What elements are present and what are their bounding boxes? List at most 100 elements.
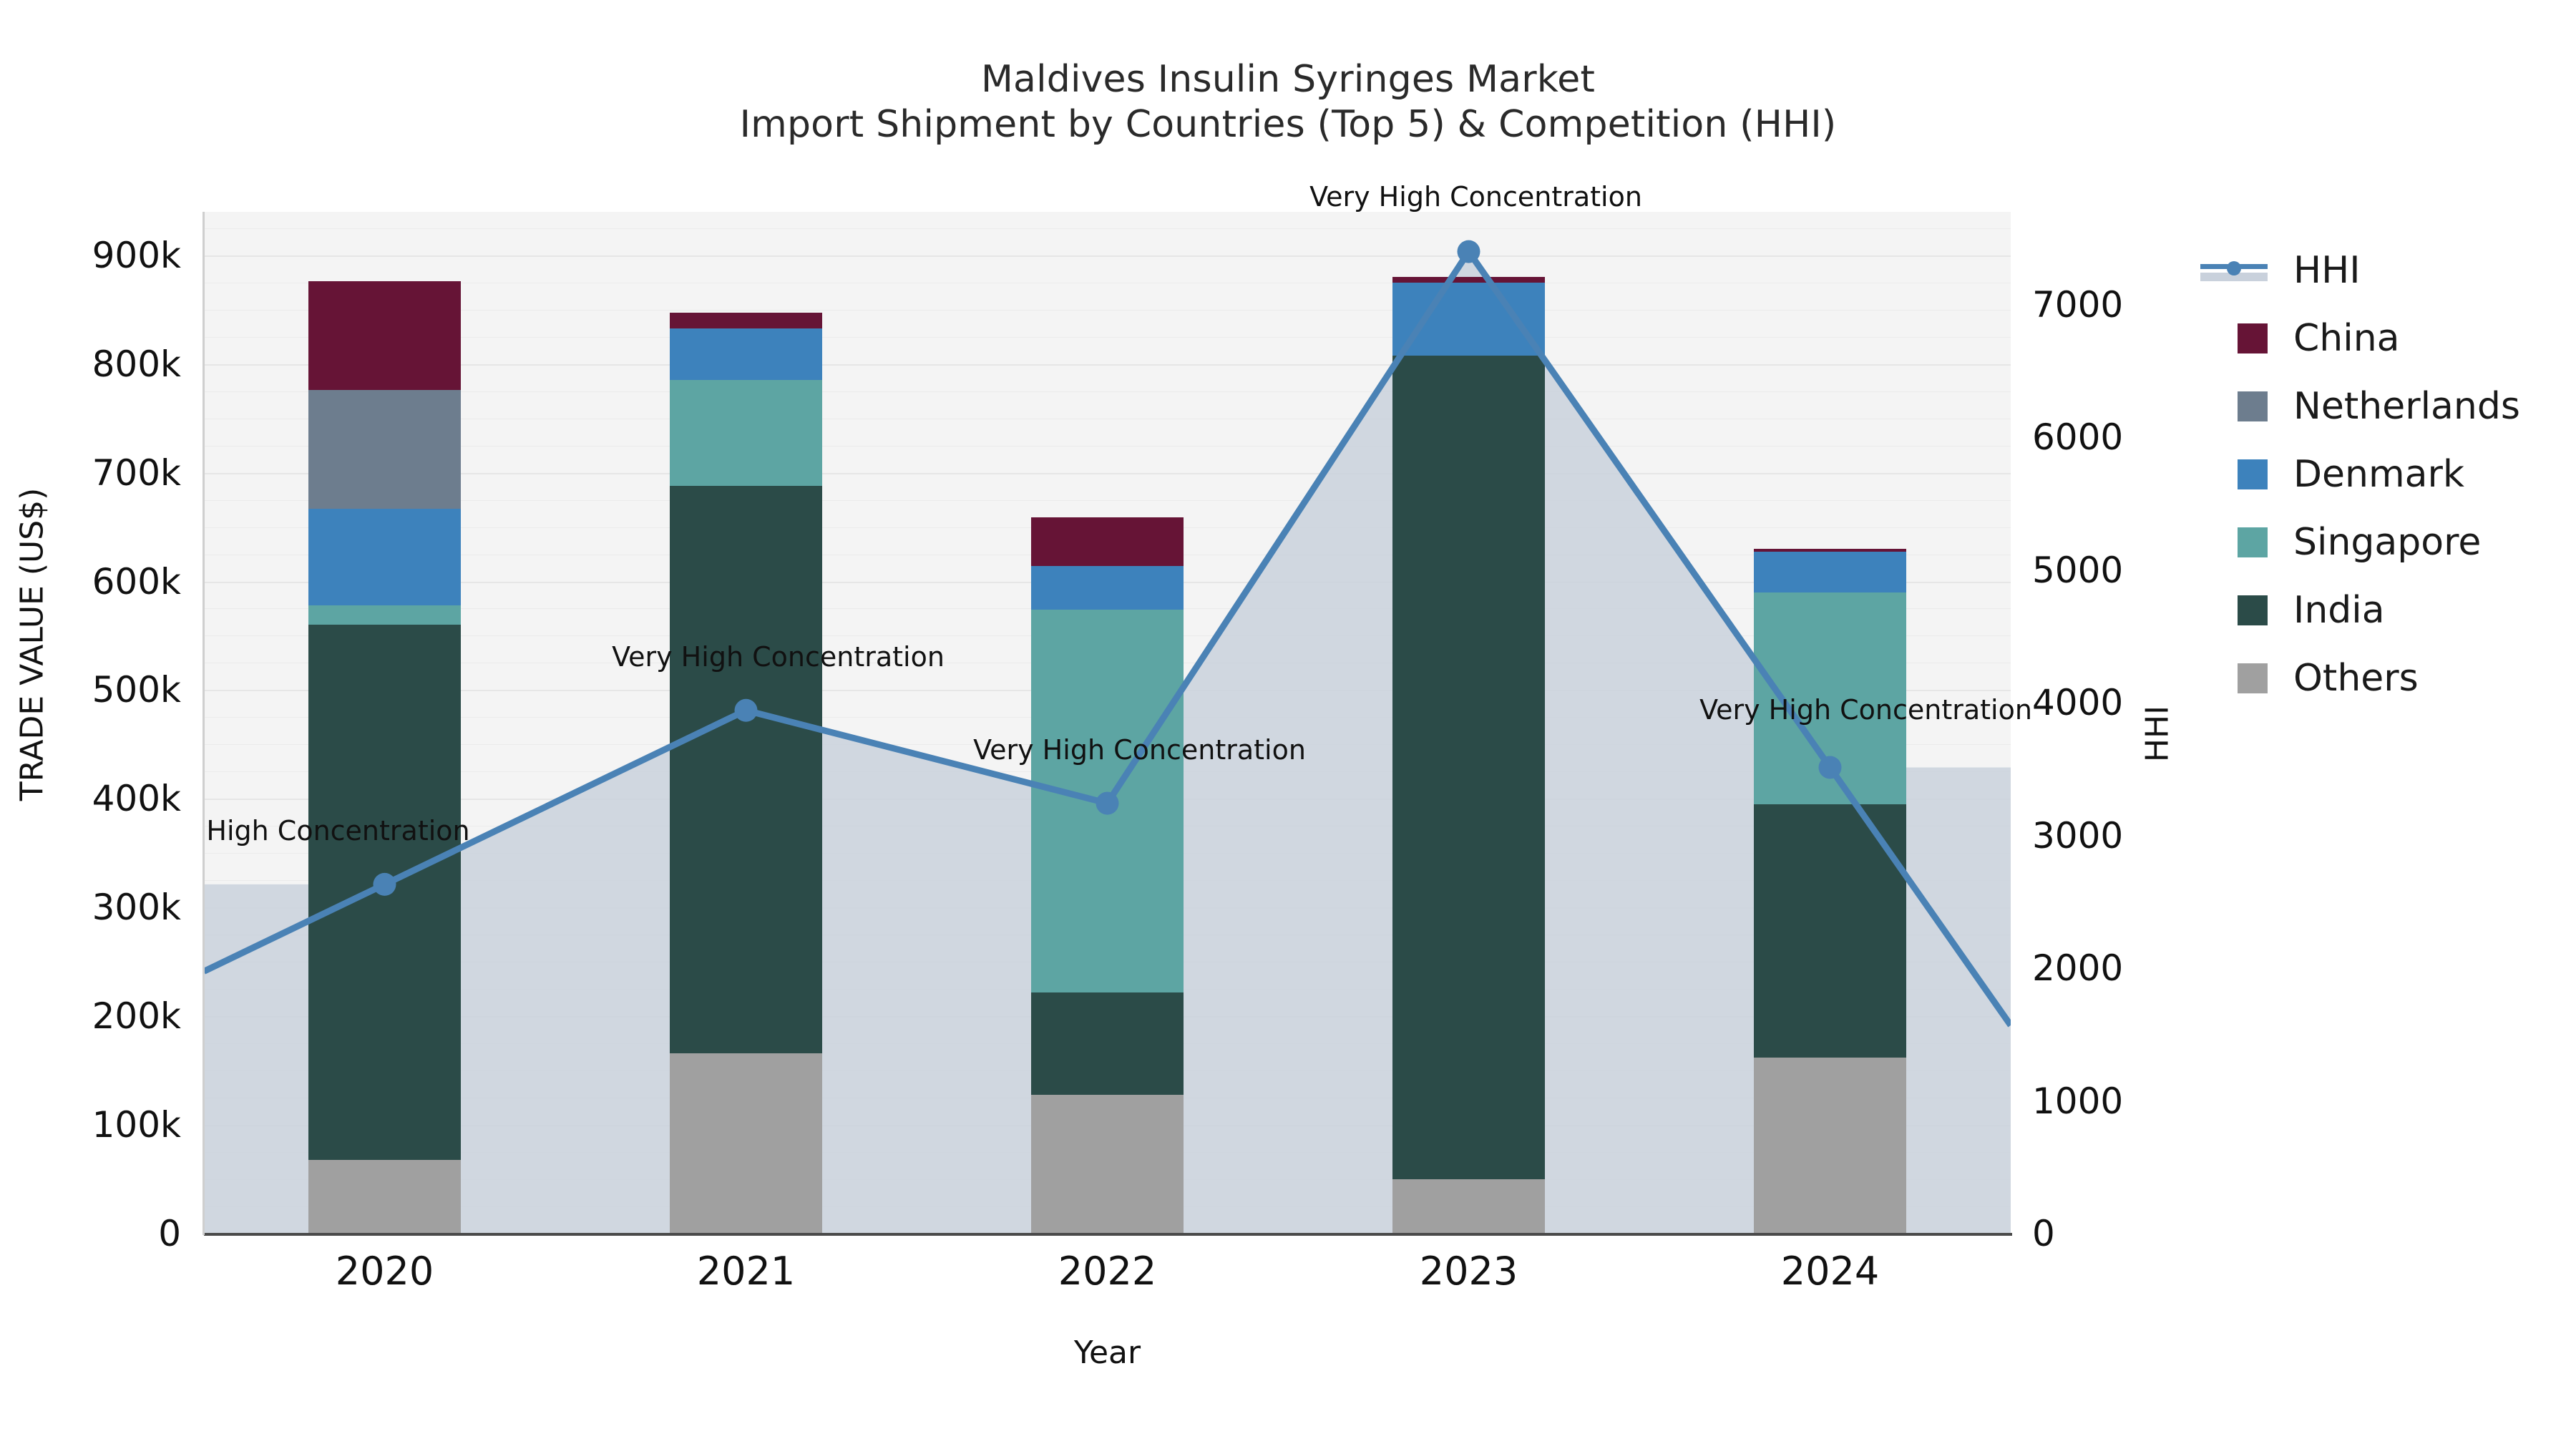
plot-area xyxy=(204,212,2011,1235)
gridline xyxy=(204,499,2011,501)
bar-segment-singapore-2020[interactable] xyxy=(308,605,461,625)
x-tick-2023: 2023 xyxy=(1419,1249,1518,1294)
y-tick-right: 0 xyxy=(2032,1213,2055,1254)
y-tick-left: 500k xyxy=(92,669,181,711)
bar-segment-netherlands-2020[interactable] xyxy=(308,390,461,509)
plot-inner xyxy=(204,212,2011,1235)
bar-segment-others-2020[interactable] xyxy=(308,1159,461,1234)
hhi-area-polygon xyxy=(204,251,2011,1234)
y-tick-right: 4000 xyxy=(2032,682,2124,724)
bar-segment-denmark-2020[interactable] xyxy=(308,508,461,605)
gridline xyxy=(204,445,2011,447)
y-axis-right-title: HHI xyxy=(2139,705,2176,763)
bar-segment-india-2021[interactable] xyxy=(670,485,822,1053)
bar-group-2024[interactable] xyxy=(1754,212,1906,1234)
bar-segment-china-2021[interactable] xyxy=(670,313,822,328)
gridline xyxy=(204,472,2011,474)
legend-item-singapore[interactable]: Singapore xyxy=(2200,508,2572,576)
legend-label-hhi: HHI xyxy=(2293,248,2361,292)
bar-segment-india-2023[interactable] xyxy=(1392,355,1545,1180)
legend-swatch-china xyxy=(2238,323,2268,353)
legend-label-singapore: Singapore xyxy=(2293,520,2482,564)
legend-line-marker xyxy=(2227,260,2241,275)
hhi-marker-2022[interactable] xyxy=(1096,791,1119,815)
bar-segment-denmark-2022[interactable] xyxy=(1031,566,1184,610)
gridline xyxy=(204,255,2011,257)
hhi-polyline xyxy=(204,252,2011,1025)
bar-group-2022[interactable] xyxy=(1031,212,1184,1234)
y-tick-left: 700k xyxy=(92,452,181,494)
legend-area-band xyxy=(2200,272,2268,281)
hhi-area-fill xyxy=(204,251,2011,1234)
y-tick-left: 600k xyxy=(92,560,181,602)
bar-group-2023[interactable] xyxy=(1392,212,1545,1234)
legend-item-india[interactable]: India xyxy=(2200,576,2572,644)
y-tick-left: 900k xyxy=(92,234,181,276)
hhi-marker-2023[interactable] xyxy=(1457,240,1480,263)
y-tick-right: 2000 xyxy=(2032,947,2124,990)
x-axis-title: Year xyxy=(1073,1335,1141,1371)
bar-segment-others-2022[interactable] xyxy=(1031,1094,1184,1234)
bar-segment-others-2021[interactable] xyxy=(670,1053,822,1234)
y-tick-right: 1000 xyxy=(2032,1080,2124,1122)
gridline xyxy=(204,391,2011,392)
x-tick-2020: 2020 xyxy=(335,1249,434,1294)
legend-swatch-line-hhi xyxy=(2200,255,2268,286)
y-tick-right: 5000 xyxy=(2032,549,2124,591)
x-tick-2024: 2024 xyxy=(1780,1249,1880,1294)
x-axis-line xyxy=(204,1233,2012,1236)
y-tick-left: 400k xyxy=(92,778,181,820)
bar-segment-china-2020[interactable] xyxy=(308,281,461,391)
bar-segment-china-2022[interactable] xyxy=(1031,517,1184,567)
y-axis-left-line xyxy=(203,212,205,1235)
legend-label-others: Others xyxy=(2293,656,2419,700)
bar-segment-china-2024[interactable] xyxy=(1754,548,1906,552)
hhi-marker-2024[interactable] xyxy=(1818,756,1842,779)
legend-label-netherlands: Netherlands xyxy=(2293,384,2520,428)
annotation-2023: Very High Concentration xyxy=(1309,180,1642,213)
y-tick-left: 100k xyxy=(92,1104,181,1146)
bar-segment-denmark-2021[interactable] xyxy=(670,328,822,381)
hhi-marker-2021[interactable] xyxy=(734,698,758,722)
bar-segment-india-2024[interactable] xyxy=(1754,804,1906,1058)
legend-swatch-others xyxy=(2238,663,2268,693)
legend-label-china: China xyxy=(2293,316,2400,360)
x-tick-2021: 2021 xyxy=(696,1249,796,1294)
gridline xyxy=(204,336,2011,338)
legend: HHI China Netherlands Denmark Singapore India… xyxy=(2200,236,2572,712)
bar-segment-china-2023[interactable] xyxy=(1392,277,1545,283)
legend-swatch-singapore xyxy=(2238,527,2268,557)
bar-group-2021[interactable] xyxy=(670,212,822,1234)
legend-item-denmark[interactable]: Denmark xyxy=(2200,440,2572,508)
legend-item-hhi[interactable]: HHI xyxy=(2200,236,2572,304)
gridline xyxy=(204,228,2011,229)
page-title: Maldives Insulin Syringes Market Import … xyxy=(0,57,2576,148)
y-axis-left-title: TRADE VALUE (US$) xyxy=(14,487,51,801)
legend-item-china[interactable]: China xyxy=(2200,304,2572,372)
y-tick-left: 300k xyxy=(92,887,181,929)
y-tick-left: 200k xyxy=(92,995,181,1038)
bar-segment-others-2024[interactable] xyxy=(1754,1057,1906,1234)
gridline xyxy=(204,364,2011,366)
y-tick-left: 0 xyxy=(158,1213,181,1254)
y-tick-right: 3000 xyxy=(2032,814,2124,857)
bar-segment-india-2022[interactable] xyxy=(1031,992,1184,1095)
legend-swatch-india xyxy=(2238,595,2268,625)
gridline xyxy=(204,309,2011,311)
legend-label-denmark: Denmark xyxy=(2293,452,2465,496)
bar-segment-denmark-2024[interactable] xyxy=(1754,552,1906,592)
y-tick-right: 7000 xyxy=(2032,283,2124,326)
chart-title-line2: Import Shipment by Countries (Top 5) & C… xyxy=(739,103,1837,147)
legend-item-netherlands[interactable]: Netherlands xyxy=(2200,372,2572,440)
legend-item-others[interactable]: Others xyxy=(2200,644,2572,712)
bar-segment-singapore-2021[interactable] xyxy=(670,380,822,486)
legend-label-india: India xyxy=(2293,588,2385,632)
hhi-line-series[interactable] xyxy=(204,212,2011,1234)
bar-segment-others-2023[interactable] xyxy=(1392,1179,1545,1234)
x-tick-2022: 2022 xyxy=(1058,1249,1157,1294)
legend-swatch-denmark xyxy=(2238,459,2268,489)
y-tick-left: 800k xyxy=(92,343,181,385)
chart-title-line1: Maldives Insulin Syringes Market xyxy=(980,58,1596,101)
hhi-marker-2020[interactable] xyxy=(373,872,396,896)
legend-swatch-netherlands xyxy=(2238,391,2268,421)
